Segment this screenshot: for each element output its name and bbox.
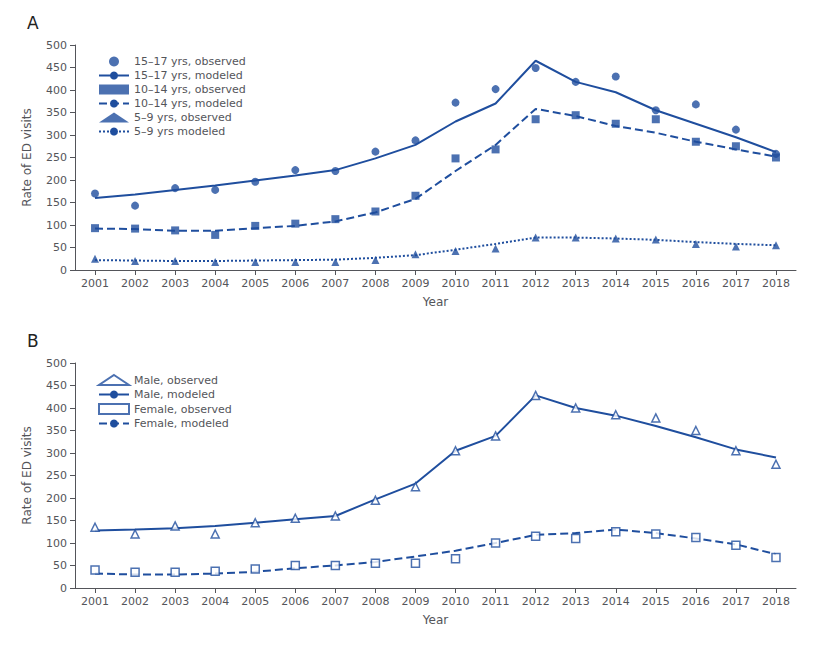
- svg-text:400: 400: [46, 84, 67, 97]
- svg-text:10–14 yrs, observed: 10–14 yrs, observed: [134, 83, 246, 96]
- svg-text:Female, observed: Female, observed: [134, 403, 232, 416]
- svg-text:10–14 yrs, modeled: 10–14 yrs, modeled: [134, 97, 243, 110]
- svg-text:2009: 2009: [401, 595, 429, 608]
- svg-text:2013: 2013: [562, 595, 590, 608]
- svg-text:2007: 2007: [321, 595, 349, 608]
- svg-text:2008: 2008: [361, 595, 389, 608]
- svg-text:2005: 2005: [241, 277, 269, 290]
- svg-text:2004: 2004: [201, 595, 229, 608]
- svg-text:2002: 2002: [121, 595, 149, 608]
- svg-text:2002: 2002: [121, 277, 149, 290]
- svg-text:5–9 yrs modeled: 5–9 yrs modeled: [134, 125, 225, 138]
- svg-text:2015: 2015: [642, 595, 670, 608]
- svg-text:300: 300: [46, 447, 67, 460]
- svg-text:2016: 2016: [682, 277, 710, 290]
- svg-text:450: 450: [46, 379, 67, 392]
- svg-text:350: 350: [46, 424, 67, 437]
- svg-text:2018: 2018: [762, 277, 790, 290]
- svg-text:500: 500: [46, 357, 67, 370]
- svg-text:2015: 2015: [642, 277, 670, 290]
- svg-text:200: 200: [46, 174, 67, 187]
- svg-text:150: 150: [46, 514, 67, 527]
- svg-text:Year: Year: [422, 295, 448, 309]
- svg-text:500: 500: [46, 39, 67, 52]
- svg-text:2010: 2010: [442, 595, 470, 608]
- svg-text:2012: 2012: [522, 595, 550, 608]
- svg-text:2013: 2013: [562, 277, 590, 290]
- svg-text:15–17 yrs, modeled: 15–17 yrs, modeled: [134, 69, 243, 82]
- svg-text:2011: 2011: [482, 595, 510, 608]
- svg-text:2006: 2006: [281, 595, 309, 608]
- svg-text:50: 50: [53, 559, 67, 572]
- svg-text:A: A: [27, 13, 39, 33]
- svg-text:2014: 2014: [602, 277, 630, 290]
- svg-text:2001: 2001: [81, 277, 109, 290]
- svg-text:2003: 2003: [161, 277, 189, 290]
- svg-text:100: 100: [46, 537, 67, 550]
- svg-text:Rate of ED visits: Rate of ED visits: [20, 426, 34, 524]
- svg-text:250: 250: [46, 151, 67, 164]
- svg-text:2011: 2011: [482, 277, 510, 290]
- svg-text:250: 250: [46, 469, 67, 482]
- svg-text:Rate of ED visits: Rate of ED visits: [20, 108, 34, 206]
- svg-text:2010: 2010: [442, 277, 470, 290]
- svg-text:350: 350: [46, 106, 67, 119]
- svg-text:2003: 2003: [161, 595, 189, 608]
- svg-text:2017: 2017: [722, 277, 750, 290]
- svg-text:2016: 2016: [682, 595, 710, 608]
- svg-text:2008: 2008: [361, 277, 389, 290]
- svg-text:2005: 2005: [241, 595, 269, 608]
- svg-text:200: 200: [46, 492, 67, 505]
- svg-text:100: 100: [46, 219, 67, 232]
- svg-text:2012: 2012: [522, 277, 550, 290]
- svg-text:Year: Year: [422, 613, 448, 627]
- svg-text:0: 0: [60, 582, 67, 595]
- svg-text:50: 50: [53, 241, 67, 254]
- svg-text:Male, observed: Male, observed: [134, 374, 218, 387]
- svg-text:2014: 2014: [602, 595, 630, 608]
- svg-text:2006: 2006: [281, 277, 309, 290]
- svg-text:15–17 yrs, observed: 15–17 yrs, observed: [134, 55, 246, 68]
- svg-text:B: B: [27, 331, 39, 351]
- svg-text:2004: 2004: [201, 277, 229, 290]
- svg-text:300: 300: [46, 129, 67, 142]
- svg-text:2007: 2007: [321, 277, 349, 290]
- svg-text:2001: 2001: [81, 595, 109, 608]
- svg-text:450: 450: [46, 61, 67, 74]
- svg-text:2009: 2009: [401, 277, 429, 290]
- svg-text:5–9 yrs, observed: 5–9 yrs, observed: [134, 111, 232, 124]
- svg-text:2018: 2018: [762, 595, 790, 608]
- svg-text:Female, modeled: Female, modeled: [134, 417, 229, 430]
- svg-text:400: 400: [46, 402, 67, 415]
- svg-text:2017: 2017: [722, 595, 750, 608]
- svg-text:0: 0: [60, 264, 67, 277]
- svg-text:150: 150: [46, 196, 67, 209]
- svg-text:Male, modeled: Male, modeled: [134, 388, 215, 401]
